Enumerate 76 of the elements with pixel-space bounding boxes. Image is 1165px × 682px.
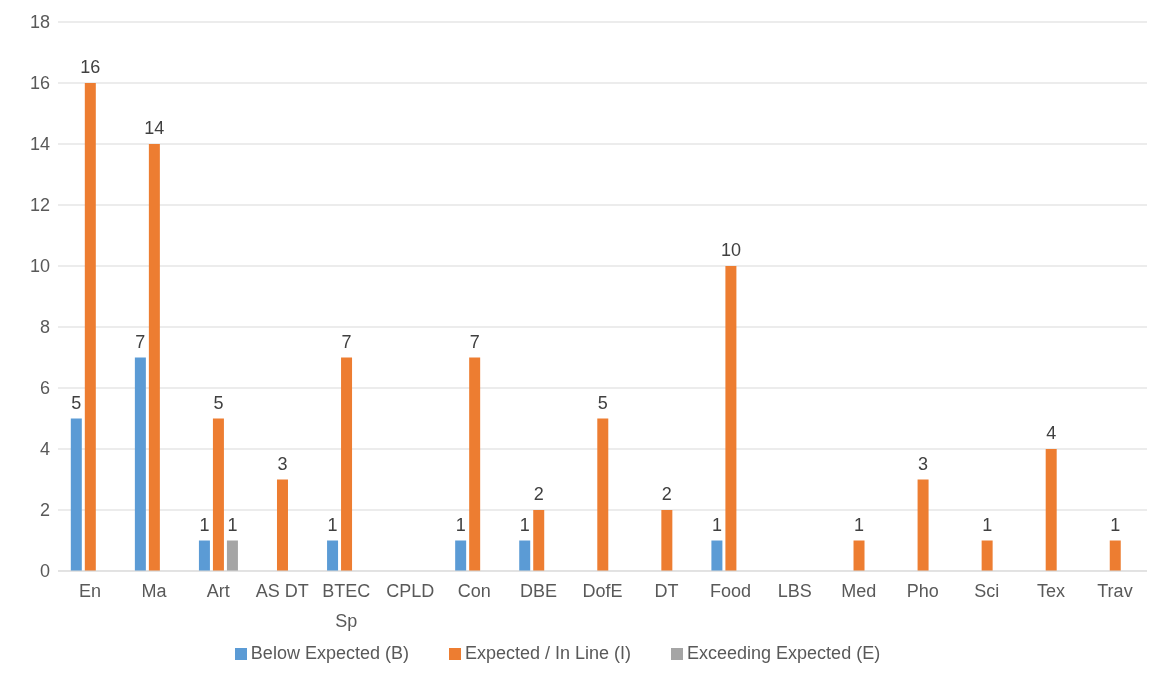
data-label: 1 — [327, 514, 338, 535]
y-tick-label: 10 — [29, 256, 50, 277]
bar — [341, 357, 353, 571]
data-label: 1 — [854, 514, 865, 535]
bar — [226, 540, 238, 571]
x-tick-label: AS DT — [255, 581, 309, 601]
data-label: 1 — [227, 514, 238, 535]
x-tick-label: Food — [710, 581, 752, 601]
bar — [212, 418, 224, 571]
y-tick-label: 6 — [39, 378, 50, 399]
x-tick-label: DT — [654, 581, 679, 601]
bar — [198, 540, 210, 571]
x-tick-label: LBS — [777, 581, 812, 601]
bar — [917, 479, 929, 571]
bar — [1109, 540, 1121, 571]
bar — [148, 144, 160, 571]
bar — [276, 479, 288, 571]
data-label: 1 — [519, 514, 530, 535]
data-label: 1 — [199, 514, 210, 535]
x-tick-label: CPLD — [386, 581, 435, 601]
bar — [725, 266, 737, 571]
legend-label: Exceeding Expected (E) — [687, 643, 881, 663]
data-label: 5 — [597, 392, 608, 413]
data-label: 7 — [341, 331, 352, 352]
y-tick-label: 0 — [39, 561, 50, 582]
data-label: 10 — [720, 240, 741, 260]
x-tick-label: DofE — [582, 581, 623, 601]
y-tick-label: 14 — [29, 134, 50, 155]
legend-label: Below Expected (B) — [250, 643, 409, 663]
x-tick-label: Tex — [1036, 581, 1065, 601]
data-label: 3 — [277, 453, 288, 474]
legend-label: Expected / In Line (I) — [464, 643, 632, 663]
data-label: 2 — [661, 484, 672, 504]
bar — [711, 540, 723, 571]
x-tick-label: BTEC Sp — [322, 581, 371, 631]
bar — [533, 510, 545, 571]
bar — [455, 540, 467, 571]
data-label: 3 — [918, 453, 929, 474]
bar — [1045, 449, 1057, 571]
data-label: 4 — [1046, 423, 1057, 443]
x-tick-label: DBE — [519, 581, 557, 601]
data-label: 1 — [711, 514, 722, 535]
y-tick-label: 16 — [29, 73, 50, 94]
data-label: 2 — [533, 484, 544, 504]
x-tick-label: En — [79, 581, 102, 601]
x-tick-label: Pho — [906, 581, 939, 601]
bar — [519, 540, 531, 571]
data-label: 1 — [455, 514, 466, 535]
bar — [70, 418, 82, 571]
y-tick-label: 12 — [29, 195, 50, 216]
data-label: 1 — [1110, 514, 1121, 535]
x-tick-label: Ma — [141, 581, 168, 601]
y-tick-label: 8 — [39, 317, 50, 338]
bar — [597, 418, 609, 571]
data-label: 5 — [71, 392, 82, 413]
bar — [134, 357, 146, 571]
bar — [327, 540, 339, 571]
x-tick-label: Trav — [1097, 581, 1133, 601]
bar — [853, 540, 865, 571]
x-tick-label: Con — [457, 581, 491, 601]
data-label: 7 — [469, 331, 480, 352]
bar — [981, 540, 993, 571]
data-label: 5 — [213, 392, 224, 413]
data-label: 14 — [144, 118, 165, 138]
x-tick-label: Art — [206, 581, 230, 601]
data-label: 1 — [982, 514, 993, 535]
y-tick-label: 2 — [39, 500, 50, 521]
y-tick-label: 4 — [39, 439, 50, 460]
data-label: 16 — [80, 57, 101, 77]
y-tick-label: 18 — [29, 12, 50, 33]
x-tick-label: Med — [841, 581, 877, 601]
bar — [661, 510, 673, 571]
x-tick-label: Sci — [974, 581, 1000, 601]
bar — [84, 83, 96, 571]
bar — [469, 357, 481, 571]
data-label: 7 — [135, 331, 146, 352]
